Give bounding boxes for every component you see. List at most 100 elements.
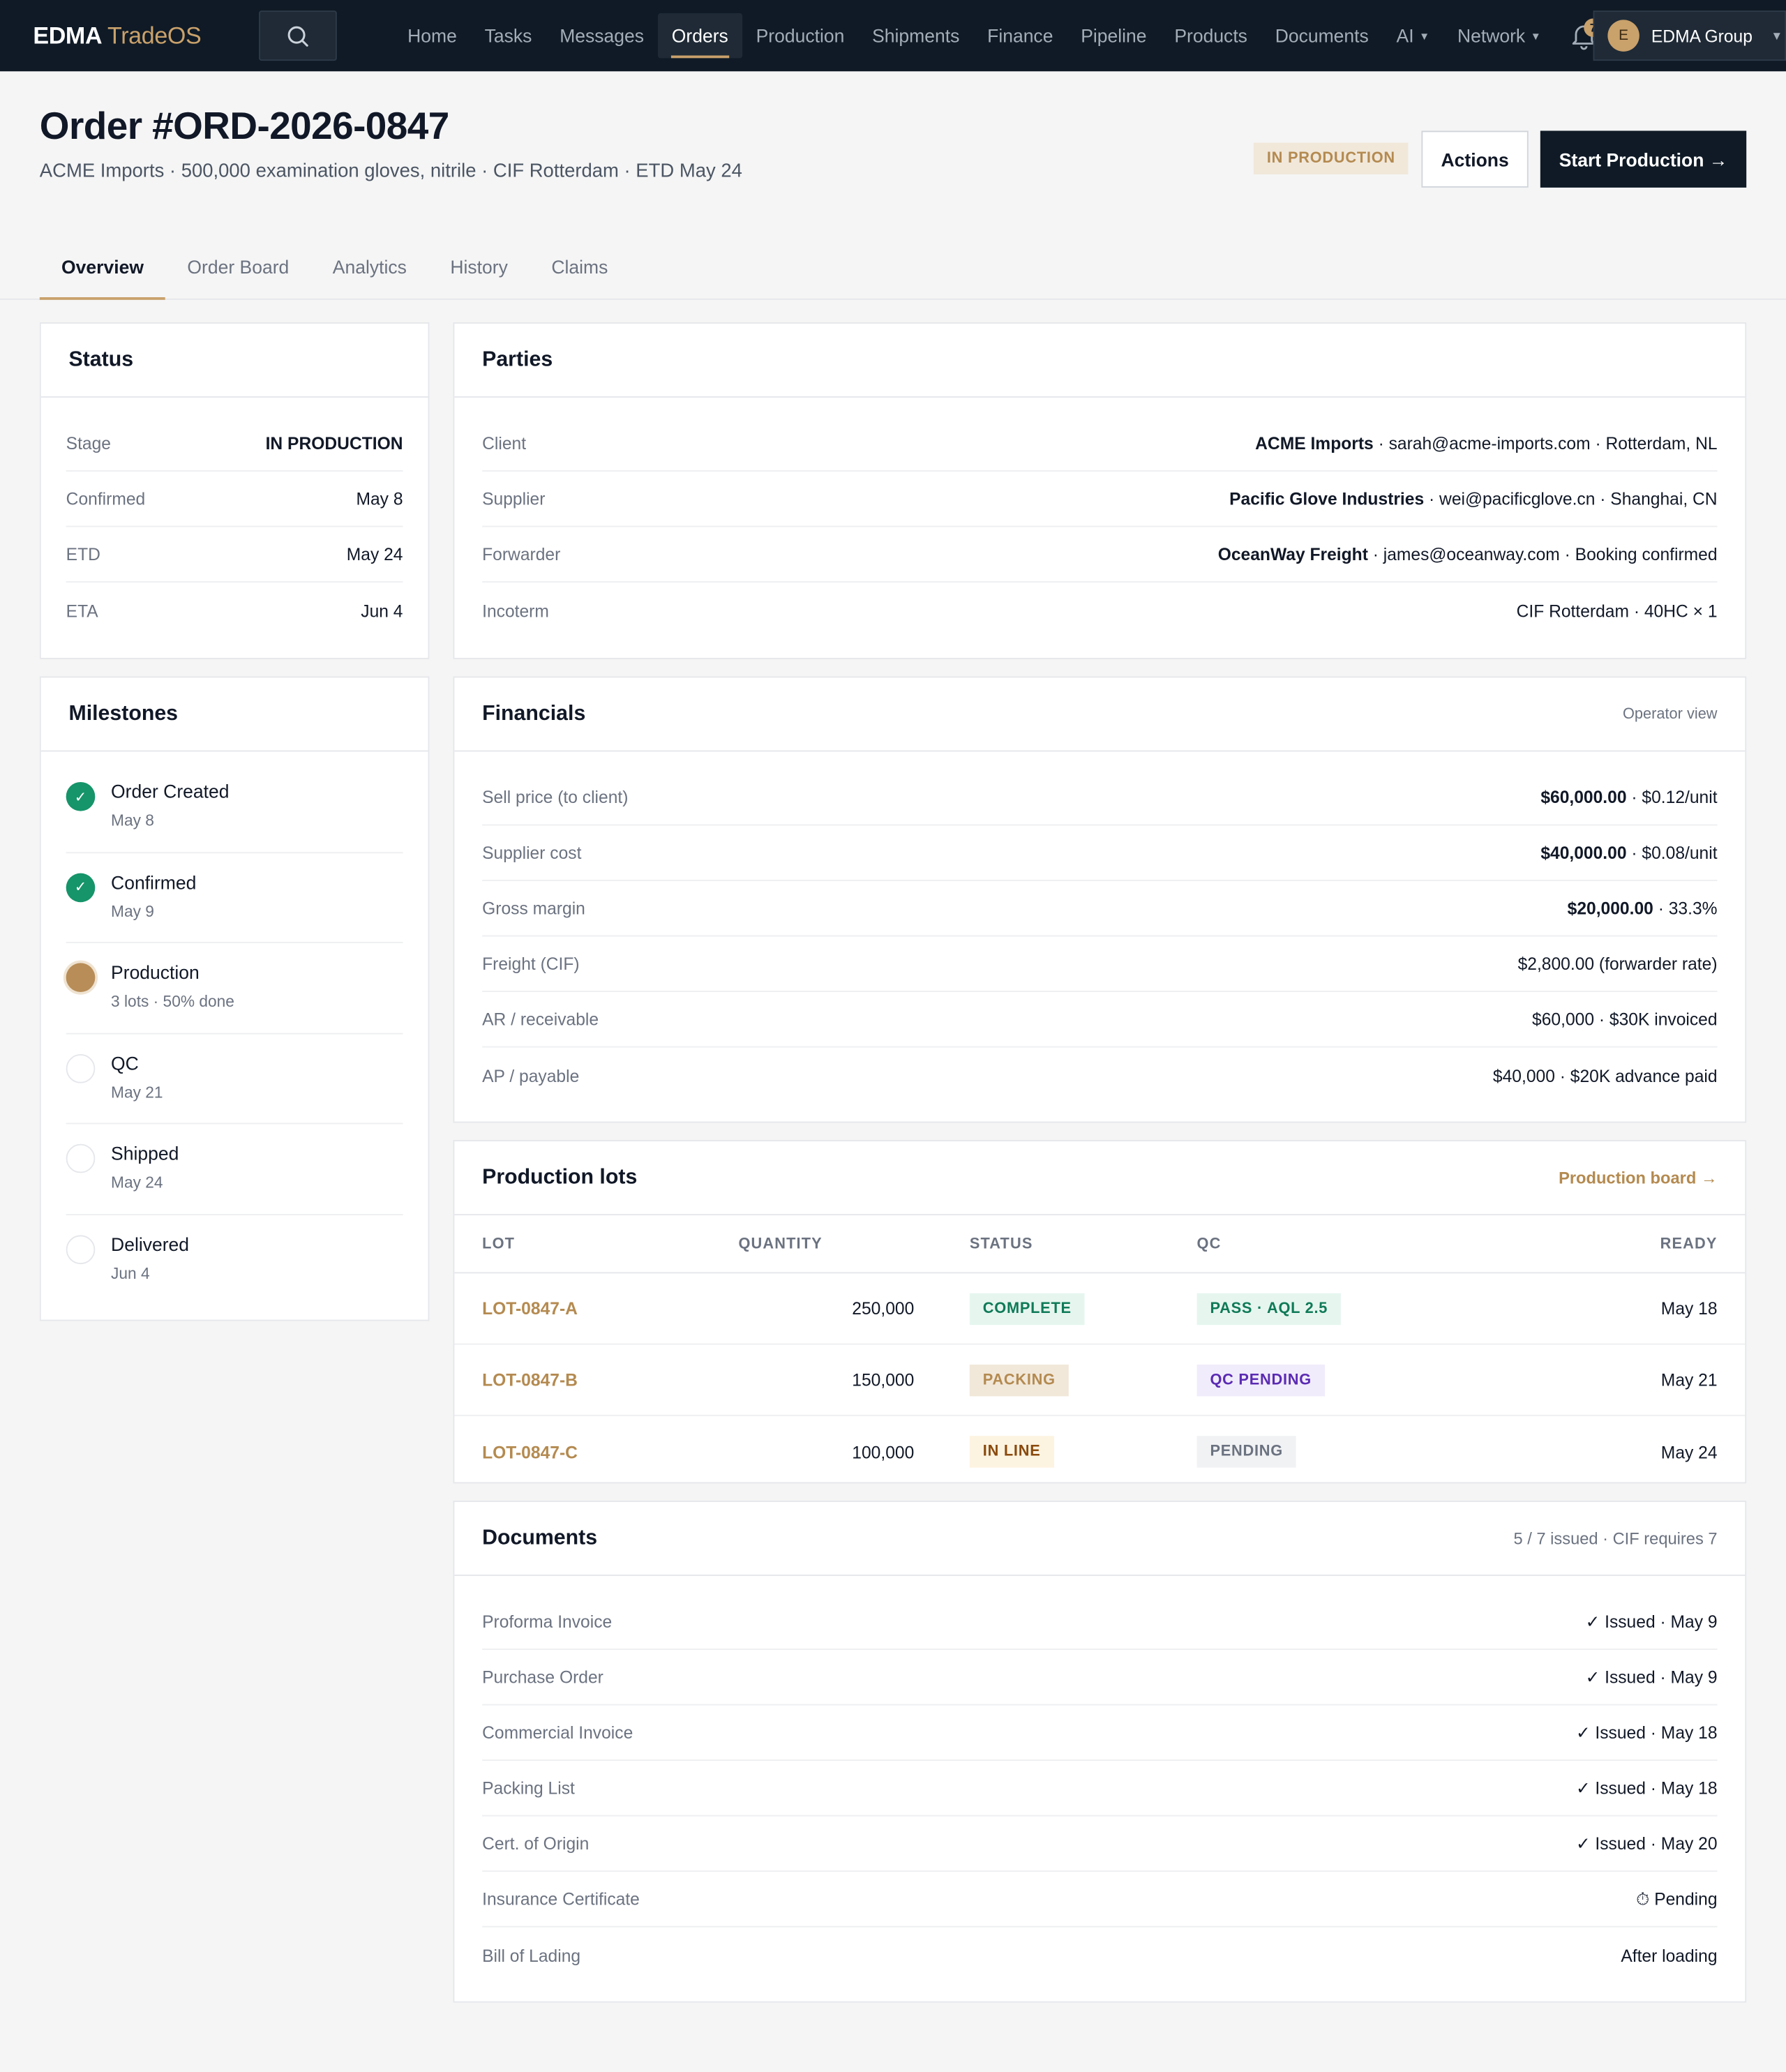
column-header[interactable]: READY (1660, 1236, 1718, 1252)
milestone-item: Production 3 lots · 50% done (66, 943, 403, 1034)
avatar: E (1607, 20, 1639, 52)
lot-id-link[interactable]: LOT-0847-A (482, 1298, 578, 1319)
document-status: ✓ Issued · May 9 (1585, 1611, 1718, 1631)
nav-finance[interactable]: Finance (987, 24, 1053, 47)
document-row[interactable]: Insurance Certificate ⏱ Pending (482, 1872, 1718, 1928)
milestone-name: Delivered (111, 1233, 190, 1254)
column-header[interactable]: LOT (482, 1236, 516, 1252)
nav-shipments[interactable]: Shipments (872, 24, 960, 47)
milestone-name: QC (111, 1052, 139, 1074)
nav-orders[interactable]: Orders (657, 13, 742, 59)
party-details: · james@oceanway.com · Booking confirmed (1367, 544, 1718, 564)
party-value: OceanWay Freight · james@oceanway.com · … (1218, 544, 1718, 564)
table-row[interactable]: LOT-0847-B 150,000 PACKING QC PENDING Ma… (454, 1345, 1746, 1416)
status-row-etd: ETD May 24 (66, 527, 403, 583)
nav-documents[interactable]: Documents (1275, 24, 1369, 47)
nav-tasks[interactable]: Tasks (484, 24, 532, 47)
nav-home[interactable]: Home (407, 24, 457, 47)
document-row[interactable]: Cert. of Origin ✓ Issued · May 20 (482, 1817, 1718, 1872)
document-row[interactable]: Bill of Lading After loading (482, 1928, 1717, 1983)
status-badge: IN PRODUCTION (1253, 142, 1409, 174)
document-name: Insurance Certificate (482, 1889, 640, 1909)
milestone-item: QC May 21 (66, 1034, 403, 1125)
brand-logo[interactable]: EDMA TradeOS (33, 22, 259, 50)
financial-value: $40,000.00 · $0.08/unit (1540, 843, 1717, 862)
milestone-name: Production (111, 961, 200, 983)
milestone-name: Confirmed (111, 871, 197, 893)
status-value: May 24 (346, 544, 403, 564)
milestones-card-title: Milestones (68, 702, 179, 725)
nav-network-dropdown[interactable]: Network ▼ (1443, 13, 1555, 58)
lots-table-header: LOT QUANTITY STATUS QC READY (454, 1215, 1746, 1274)
nav-production[interactable]: Production (756, 24, 845, 47)
lot-id-link[interactable]: LOT-0847-B (482, 1369, 578, 1390)
page-header: Order #ORD-2026-0847 ACME Imports · 500,… (0, 71, 1786, 227)
party-name: OceanWay Freight (1217, 544, 1368, 564)
financial-value: $60,000 · $30K invoiced (1532, 1009, 1718, 1030)
financial-key: AR / receivable (482, 1009, 599, 1030)
nav-network-label: Network (1457, 24, 1526, 47)
documents-list: Proforma Invoice ✓ Issued · May 9 Purcha… (454, 1576, 1745, 1983)
document-row[interactable]: Purchase Order ✓ Issued · May 9 (482, 1650, 1718, 1706)
financial-value: $60,000.00 · $0.12/unit (1540, 788, 1717, 807)
party-value: ACME Imports · sarah@acme-imports.com · … (1255, 433, 1717, 453)
financial-value: $2,800.00 (forwarder rate) (1517, 954, 1718, 974)
party-row-incoterm: Incoterm CIF Rotterdam · 40HC × 1 (482, 583, 1717, 638)
nav-ai-dropdown[interactable]: AI ▼ (1383, 13, 1443, 58)
nav-pipeline[interactable]: Pipeline (1081, 24, 1147, 47)
status-key: ETA (66, 600, 98, 620)
financial-amount: $40,000.00 (1540, 843, 1627, 863)
brand-product: TradeOS (107, 22, 202, 49)
column-header[interactable]: QC (1196, 1236, 1222, 1252)
lot-id-link[interactable]: LOT-0847-C (482, 1441, 578, 1462)
pending-step-icon (66, 1234, 96, 1264)
status-row-confirmed: Confirmed May 8 (66, 472, 403, 527)
tab-claims[interactable]: Claims (551, 256, 608, 278)
search-icon (287, 25, 308, 46)
production-board-link[interactable]: Production board → (1559, 1168, 1718, 1187)
nav-products[interactable]: Products (1174, 24, 1247, 47)
financial-amount: $60,000.00 (1540, 787, 1627, 807)
caret-down-icon: ▼ (1771, 29, 1783, 43)
financial-detail: · $0.08/unit (1626, 843, 1718, 863)
table-row[interactable]: LOT-0847-A 250,000 COMPLETE PASS · AQL 2… (454, 1273, 1746, 1345)
start-production-button[interactable]: Start Production → (1540, 130, 1747, 188)
tab-overview[interactable]: Overview (39, 235, 166, 300)
party-name: Pacific Glove Industries (1229, 488, 1425, 509)
party-key: Client (482, 433, 527, 453)
org-switcher[interactable]: E EDMA Group ▼ (1593, 10, 1786, 61)
financial-row-ar: AR / receivable $60,000 · $30K invoiced (482, 992, 1718, 1048)
document-row[interactable]: Proforma Invoice ✓ Issued · May 9 (482, 1594, 1718, 1650)
table-row[interactable]: LOT-0847-C 100,000 IN LINE PENDING May 2… (454, 1416, 1745, 1487)
document-row[interactable]: Packing List ✓ Issued · May 18 (482, 1761, 1718, 1817)
document-row[interactable]: Commercial Invoice ✓ Issued · May 18 (482, 1706, 1718, 1762)
financials-card-title: Financials (482, 702, 586, 725)
milestone-item: Shipped May 24 (66, 1124, 403, 1215)
document-status: ⏱ Pending (1636, 1888, 1718, 1909)
milestone-name: Order Created (111, 781, 230, 802)
actions-button[interactable]: Actions (1421, 130, 1529, 188)
status-value: Jun 4 (361, 600, 403, 620)
column-header[interactable]: QUANTITY (738, 1236, 823, 1252)
document-name: Cert. of Origin (482, 1833, 590, 1854)
financial-row-freight: Freight (CIF) $2,800.00 (forwarder rate) (482, 936, 1718, 993)
party-key: Forwarder (482, 544, 561, 564)
parties-card-title: Parties (482, 347, 553, 371)
pending-step-icon (66, 1053, 96, 1083)
party-value: CIF Rotterdam · 40HC × 1 (1517, 601, 1718, 620)
pending-step-icon (66, 1143, 96, 1173)
document-name: Commercial Invoice (482, 1722, 633, 1743)
order-summary: ACME Imports · 500,000 examination glove… (39, 161, 742, 183)
tab-history[interactable]: History (450, 256, 508, 278)
document-status: ✓ Issued · May 18 (1575, 1777, 1718, 1798)
search-button[interactable] (259, 10, 337, 61)
tab-analytics[interactable]: Analytics (332, 256, 407, 278)
lot-quantity: 100,000 (852, 1441, 915, 1462)
caret-down-icon: ▼ (1419, 29, 1430, 42)
financial-key: AP / payable (482, 1065, 580, 1086)
nav-messages[interactable]: Messages (560, 24, 645, 47)
financial-value: $40,000 · $20K advance paid (1492, 1065, 1718, 1086)
milestone-item: ✓ Order Created May 8 (66, 763, 403, 853)
tab-order-board[interactable]: Order Board (187, 256, 290, 278)
column-header[interactable]: STATUS (969, 1236, 1033, 1252)
